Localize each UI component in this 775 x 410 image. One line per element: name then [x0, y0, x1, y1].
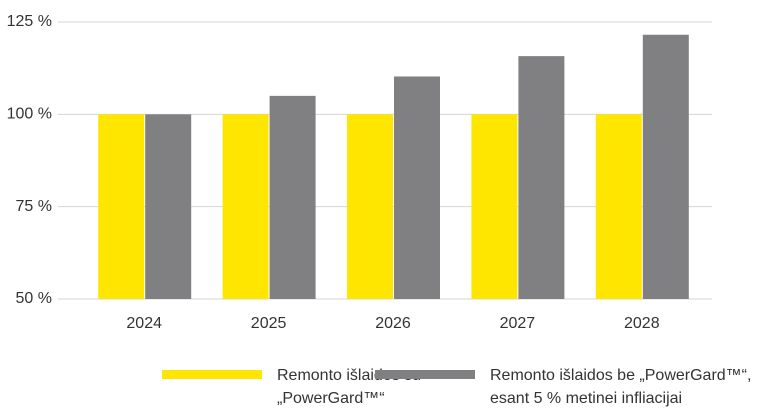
- bar: [222, 114, 269, 299]
- x-tick-label: 2024: [126, 315, 162, 332]
- legend-item: Remonto išlaidos be „PowerGard™“, esant …: [375, 364, 775, 410]
- bar: [145, 114, 192, 299]
- legend-swatch: [162, 370, 262, 379]
- y-tick-label: 100 %: [7, 106, 52, 123]
- bar: [347, 114, 393, 299]
- bar: [394, 76, 440, 299]
- legend-swatch: [375, 370, 475, 379]
- bar: [595, 114, 642, 299]
- bar: [269, 95, 316, 299]
- legend-label: Remonto išlaidos be „PowerGard™“, esant …: [490, 367, 752, 407]
- x-tick-label: 2025: [251, 315, 287, 332]
- y-tick-label: 125 %: [7, 13, 52, 30]
- x-tick-label: 2026: [375, 315, 411, 332]
- x-tick-label: 2028: [624, 315, 660, 332]
- bar: [471, 114, 518, 299]
- plot: 50 % 75 % 100 % 125 % 2024 2025 2026 2027 2028: [7, 13, 712, 332]
- bar: [98, 114, 145, 299]
- y-tick-label: 75 %: [16, 198, 52, 215]
- x-tick-label: 2027: [500, 315, 536, 332]
- y-tick-label: 50 %: [16, 290, 52, 307]
- bar: [642, 34, 689, 299]
- bar: [518, 56, 565, 299]
